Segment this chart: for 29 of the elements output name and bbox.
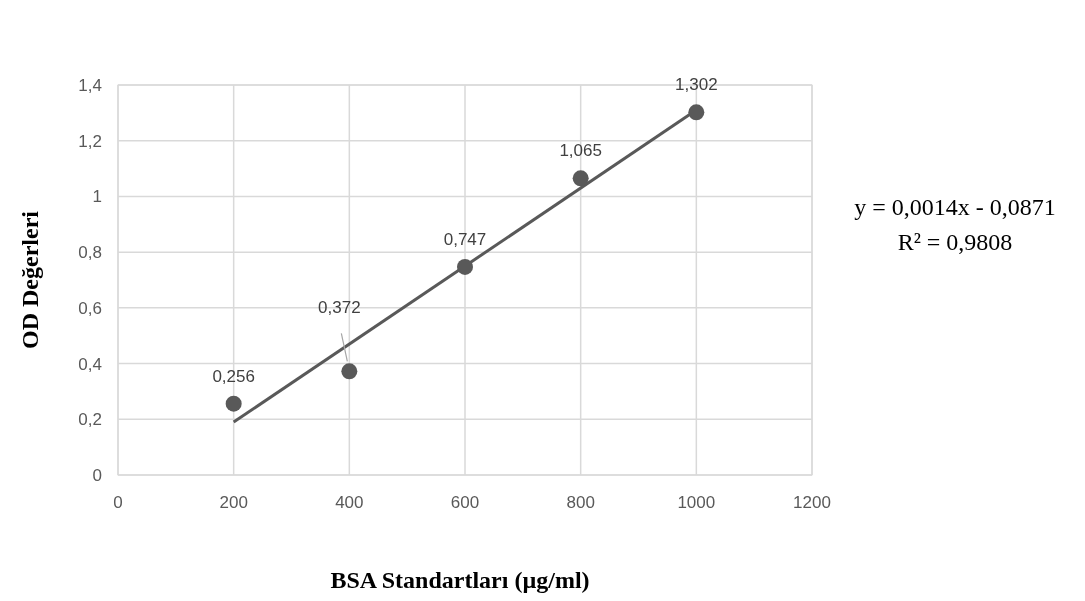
point — [225, 395, 242, 412]
data-label: 0,372 — [318, 298, 361, 318]
y-tick-label: 1,2 — [78, 131, 102, 151]
text: y = 0,0014x - 0,0871 — [854, 194, 1056, 220]
point — [457, 258, 473, 275]
x-tick-label: 0 — [113, 493, 123, 512]
point — [688, 104, 705, 121]
x-tick-label: 600 — [450, 493, 480, 512]
data-label: 1,065 — [559, 141, 602, 161]
x-tick-label: 1200 — [793, 493, 831, 512]
y-tick-label: 0,6 — [78, 298, 102, 318]
x-tick-label: 200 — [219, 493, 248, 512]
data-label: 0,256 — [212, 366, 255, 386]
y-tick-label: 0,8 — [78, 243, 102, 263]
y-axis-title: OD Değerleri — [17, 210, 43, 349]
x-tick-label: 1000 — [677, 493, 716, 512]
data-label: 1,302 — [675, 75, 718, 95]
y-tick-label: 1 — [92, 187, 102, 207]
y-tick-label: 0 — [92, 466, 102, 485]
y-tick-label: 0,2 — [78, 410, 102, 430]
y-tick-label: 1,4 — [78, 76, 102, 95]
x-tick-label: 800 — [566, 493, 595, 512]
text: R² = 0,9808 — [897, 229, 1013, 255]
point — [572, 170, 589, 187]
data-label: 0,747 — [443, 229, 487, 249]
y-tick-label: 0,4 — [78, 354, 102, 374]
point — [341, 363, 358, 380]
x-axis-title: BSA Standartları (µg/ml) — [330, 567, 590, 593]
x-tick-label: 400 — [335, 493, 364, 512]
